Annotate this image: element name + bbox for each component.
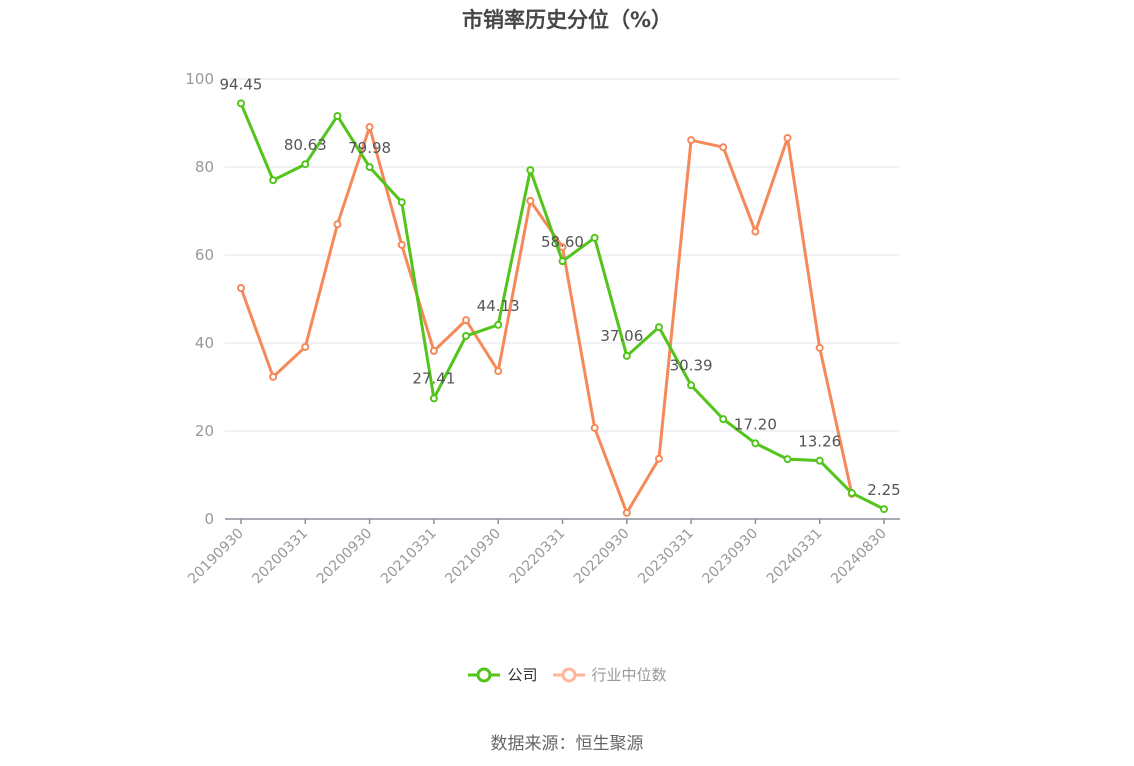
data-point[interactable]: [301, 160, 310, 169]
data-label: 17.20: [734, 415, 777, 433]
legend-line-circle-icon: [552, 667, 585, 682]
y-axis: 0 20 40 60 80 100: [185, 70, 214, 528]
data-point[interactable]: [462, 316, 471, 325]
data-point[interactable]: [269, 176, 278, 185]
company-line: [239, 102, 885, 511]
x-tick-label: 20240331: [764, 526, 826, 588]
data-label: 94.45: [220, 75, 263, 93]
data-point[interactable]: [558, 257, 567, 266]
industry-median-line: [239, 125, 854, 515]
data-point[interactable]: [783, 133, 792, 142]
legend-label: 行业中位数: [591, 666, 667, 684]
data-point[interactable]: [237, 284, 245, 292]
data-label: 44.13: [477, 297, 520, 315]
data-point[interactable]: [847, 489, 856, 498]
data-label: 13.26: [798, 433, 841, 451]
data-point[interactable]: [397, 198, 406, 207]
data-point[interactable]: [719, 143, 728, 152]
data-point[interactable]: [237, 99, 245, 108]
data-point[interactable]: [301, 342, 310, 351]
legend-item-industry-median[interactable]: 行业中位数: [552, 664, 667, 685]
data-point[interactable]: [622, 508, 631, 517]
y-tick-label: 80: [195, 158, 214, 176]
legend-item-company[interactable]: 公司: [467, 664, 538, 685]
data-label: 58.60: [541, 233, 584, 251]
data-source: 数据来源：恒生聚源: [490, 734, 644, 754]
data-point[interactable]: [654, 454, 663, 463]
data-point[interactable]: [751, 439, 760, 448]
data-point[interactable]: [429, 394, 438, 403]
series-lines: [237, 99, 888, 517]
y-tick-label: 100: [185, 70, 214, 88]
data-point[interactable]: [590, 423, 599, 432]
data-point[interactable]: [654, 323, 663, 332]
data-point[interactable]: [333, 220, 342, 229]
data-label: 2.25: [867, 481, 900, 499]
data-point[interactable]: [751, 227, 760, 236]
x-tick-label: 20200930: [314, 526, 376, 588]
data-label: 37.06: [600, 327, 643, 345]
legend: 公司 行业中位数: [0, 664, 1134, 685]
data-point[interactable]: [526, 196, 535, 205]
data-point[interactable]: [622, 351, 631, 360]
data-point[interactable]: [494, 367, 503, 376]
data-label: 27.41: [412, 369, 455, 387]
data-point[interactable]: [783, 455, 792, 464]
data-point[interactable]: [687, 136, 696, 145]
data-point[interactable]: [526, 166, 535, 175]
data-point[interactable]: [558, 243, 567, 252]
data-point[interactable]: [815, 456, 824, 465]
data-point[interactable]: [269, 372, 278, 381]
y-tick-label: 20: [195, 422, 214, 440]
legend-line-circle-icon: [468, 667, 501, 682]
data-point[interactable]: [815, 343, 824, 352]
x-tick-label: 20200331: [249, 526, 311, 588]
data-labels: 94.45 80.63 79.98 27.41 44.13 58.60 37.06 30.39…: [220, 75, 901, 499]
x-tick-label: 20220930: [571, 526, 633, 588]
y-tick-label: 60: [195, 246, 214, 264]
chart-title: 市销率历史分位（%）: [461, 8, 673, 32]
data-point[interactable]: [429, 346, 438, 355]
x-tick-label: 20230331: [635, 526, 697, 588]
x-tick-label: 20240830: [828, 526, 890, 588]
y-tick-label: 40: [195, 334, 214, 352]
data-point[interactable]: [462, 331, 471, 340]
legend-label: 公司: [507, 666, 538, 684]
data-point[interactable]: [333, 111, 342, 120]
data-point[interactable]: [397, 240, 406, 249]
x-tick-label: 20210331: [378, 526, 440, 588]
data-label: 80.63: [284, 136, 327, 154]
data-label: 30.39: [670, 356, 713, 374]
data-point[interactable]: [719, 415, 728, 424]
data-label: 79.98: [348, 139, 391, 157]
data-point[interactable]: [494, 320, 503, 329]
data-point[interactable]: [590, 233, 599, 242]
y-tick-label: 0: [204, 510, 214, 528]
x-axis: 20190930 20200331 20200930 20210331 20210930…: [185, 518, 900, 588]
x-tick-label: 20210930: [442, 526, 504, 588]
x-tick-label: 20220331: [507, 526, 569, 588]
x-tick-label: 20190930: [185, 526, 247, 588]
data-point[interactable]: [880, 505, 888, 514]
data-point[interactable]: [365, 122, 374, 131]
data-point[interactable]: [365, 163, 374, 172]
data-point[interactable]: [687, 381, 696, 390]
x-tick-label: 20230930: [700, 526, 762, 588]
